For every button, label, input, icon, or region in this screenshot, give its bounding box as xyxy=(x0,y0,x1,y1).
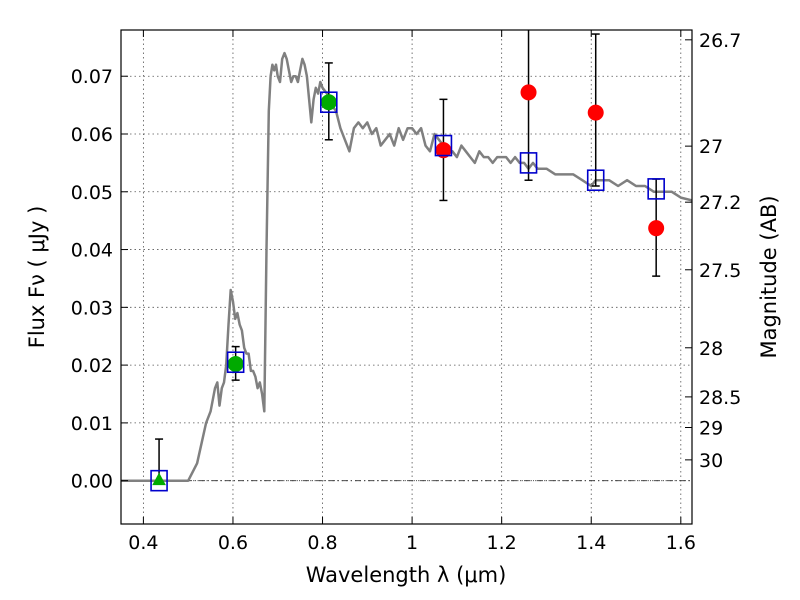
sed-model-line xyxy=(121,51,692,482)
error-bars xyxy=(155,30,661,482)
x-tick-label: 1.6 xyxy=(666,532,696,554)
y2-tick-label: 28.5 xyxy=(699,387,741,409)
observation-triangle-marker xyxy=(152,472,166,486)
y-tick-label: 0.01 xyxy=(71,413,113,435)
y-tick-label: 0.00 xyxy=(71,471,113,493)
y-tick-label: 0.05 xyxy=(71,182,113,204)
model-photometry-box xyxy=(647,178,665,200)
y-tick-label: 0.02 xyxy=(71,355,113,377)
y2-tick-label: 27.2 xyxy=(699,192,741,214)
y-tick-label: 0.04 xyxy=(71,240,113,262)
observations xyxy=(152,84,665,486)
y2-tick-label: 29 xyxy=(699,418,723,440)
y-axis-ticks: 0.00 0.01 0.02 0.03 0.04 0.05 0.06 0.07 xyxy=(71,66,128,493)
y-axis-label: Flux Fν ( μJy ) xyxy=(25,206,49,349)
plot-contents xyxy=(121,30,692,492)
y2-axis-label: Magnitude (AB) xyxy=(757,195,781,358)
x-axis-label: Wavelength λ (μm) xyxy=(306,563,507,587)
x-tick-label: 0.8 xyxy=(307,532,337,554)
observation-point xyxy=(648,220,665,237)
model-photometry-box xyxy=(434,134,453,157)
y-tick-label: 0.06 xyxy=(71,124,113,146)
x-tick-label: 1 xyxy=(406,532,418,554)
x-tick-label: 1.4 xyxy=(576,532,606,554)
y-tick-label: 0.07 xyxy=(71,66,113,88)
y2-tick-label: 26.7 xyxy=(699,30,741,52)
model-photometry-box xyxy=(319,91,338,114)
y2-tick-label: 27 xyxy=(699,136,723,158)
y2-tick-label: 30 xyxy=(699,450,723,472)
x-tick-label: 1.2 xyxy=(487,532,517,554)
y2-axis-ticks: 26.7 27 27.2 27.5 28 28.5 29 30 xyxy=(685,30,741,472)
y-tick-label: 0.03 xyxy=(71,297,113,319)
observation-point xyxy=(520,84,537,101)
grid-lines xyxy=(121,30,692,524)
x-tick-label: 0.6 xyxy=(218,532,248,554)
plot-frame xyxy=(120,29,693,525)
model-photometry-box xyxy=(519,152,538,174)
observation-point xyxy=(320,94,337,111)
x-tick-label: 0.4 xyxy=(128,532,158,554)
model-photometry-box xyxy=(150,469,168,492)
model-photometry-box xyxy=(226,351,245,374)
y2-tick-label: 28 xyxy=(699,338,723,360)
y2-tick-label: 27.5 xyxy=(699,260,741,282)
observation-point xyxy=(227,355,244,372)
model-photometry xyxy=(150,91,665,492)
model-photometry-box xyxy=(586,169,605,192)
observation-point xyxy=(587,104,604,121)
x-axis-ticks: 0.4 0.6 0.8 1 1.2 1.4 1.6 xyxy=(128,30,696,554)
